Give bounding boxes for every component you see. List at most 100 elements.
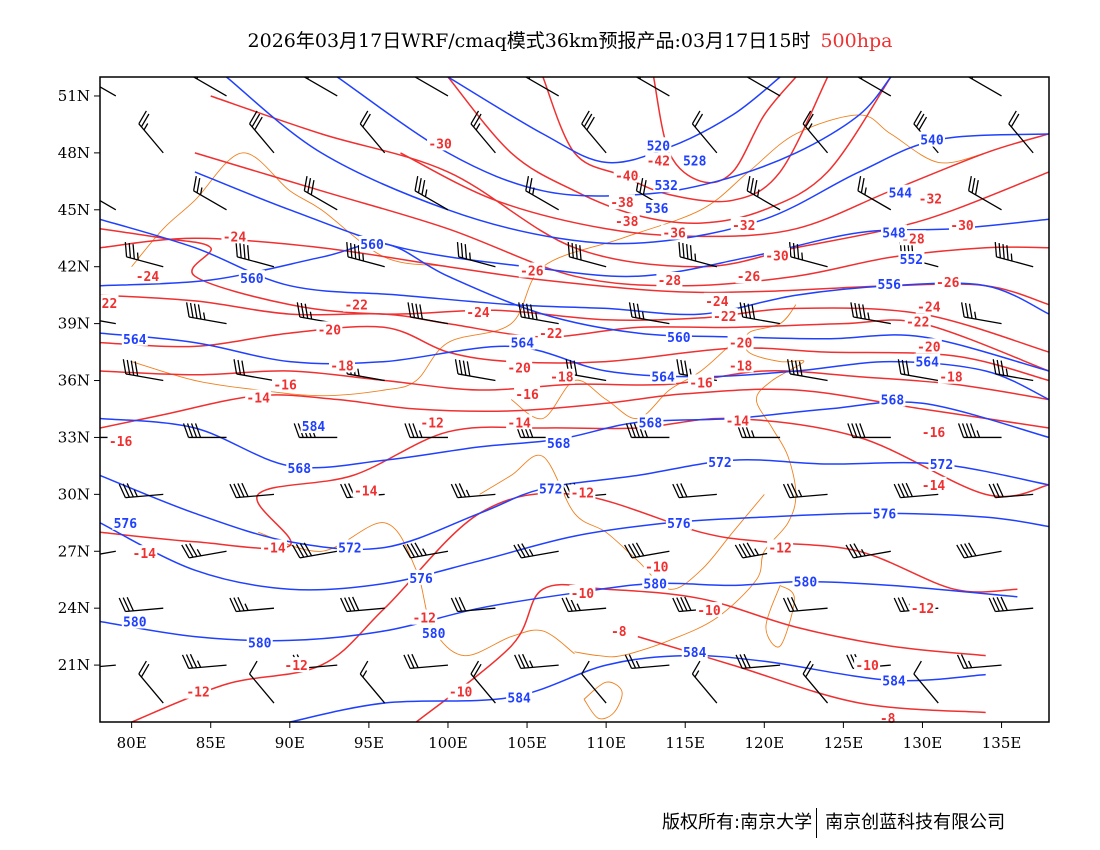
temperature-label: -16 [515,388,539,403]
wind-barb [857,176,892,211]
wind-barb [138,110,164,154]
contour-labels: -42-40-38-38-36-32-32-30-30-30-28-28-26-… [100,131,976,727]
wind-barb [235,242,275,268]
temperature-label-bg [937,368,964,384]
temperature-label-bg [727,357,754,373]
height-label-bg [642,575,669,591]
height-label-bg [665,328,692,344]
height-label: 560 [360,238,384,253]
height-label: 572 [930,458,953,473]
temperature-label-bg [411,609,438,625]
temperature-label: -36 [662,227,686,242]
height-label: 568 [288,462,312,477]
wind-barb [968,176,1002,211]
temperature-label: -12 [186,686,209,701]
temperature-label-bg [447,683,474,699]
wind-barb [992,359,1034,382]
wind-barb [514,653,559,670]
temperature-label-bg [711,308,738,324]
height-label-bg [408,569,435,585]
temperature-label-bg [569,484,596,500]
temperature-contour [542,77,829,203]
wind-barb [746,176,781,211]
temperature-label: -26 [737,270,761,285]
temperature-label: -28 [901,232,925,247]
copyright-right: 南京创蓝科技有限公司 [825,812,1006,833]
temperature-label: -10 [571,587,595,602]
wind-barb [450,483,496,499]
wind-barb [802,110,829,154]
temperature-label: -38 [615,215,639,230]
wind-barb [678,242,718,268]
height-label-bg [914,353,941,369]
lon-tick-label: 125E [824,734,864,752]
temperature-label-bg [569,585,596,600]
temperature-label: -12 [768,541,791,556]
wind-barb [567,242,607,268]
height-label: 576 [873,507,897,522]
temperature-label-bg [656,271,683,287]
height-label-bg [880,224,907,240]
temperature-label: -26 [520,265,544,280]
lat-tick-label: 21N [58,656,90,674]
wind-barb [960,302,1002,325]
temperature-label: -20 [507,361,531,376]
temperature-label: -12 [911,602,934,617]
temperature-label-bg [949,216,976,232]
temperature-label: -26 [936,276,960,291]
temperature-label: -22 [344,299,367,314]
temperature-label-bg [548,368,575,384]
wind-barb [787,359,828,382]
temperature-contours [100,77,1049,722]
height-label: 560 [240,272,264,287]
temperature-label-bg [506,359,533,375]
height-label: 568 [547,437,571,452]
temperature-label: -22 [713,310,736,325]
height-label-bg [879,391,906,407]
wind-barb [802,660,829,704]
temperature-label: -14 [354,485,378,500]
temperature-label-bg [283,657,310,673]
temperature-label: -14 [922,479,946,494]
height-label: 552 [900,253,923,268]
height-contour [289,654,986,722]
boundary-line [765,585,795,648]
temperature-label-bg [645,152,672,168]
wind-barb [513,543,559,559]
wind-barb [525,77,560,97]
temperature-label-bg [185,683,212,699]
plot-frame [99,76,1050,723]
pressure-level: 500hpa [820,30,893,52]
wind-barb [340,596,385,613]
wind-barb [229,482,275,499]
height-label: 528 [683,154,707,169]
wind-barb [636,77,670,97]
height-label-bg [509,334,536,350]
height-label: 548 [882,227,906,242]
temperature-label: -22 [906,316,929,331]
height-label: 584 [302,420,326,435]
temperature-label-bg [272,376,299,392]
temperature-label: -24 [705,295,729,310]
lat-tick-label: 27N [58,542,90,560]
wind-barb [857,77,892,97]
wind-barb [248,110,275,154]
title-main: 2026年03月17日WRF/cmaq模式36km预报产品:03月17日15时 [247,30,811,52]
wind-barb [100,320,116,325]
boundary-line [131,114,986,397]
temperature-label: -14 [262,541,286,556]
height-label-bg [871,505,898,521]
height-label-bg [506,689,533,705]
height-label: 580 [422,627,446,642]
temperature-contour [100,370,1049,401]
lat-tick-label: 48N [58,144,90,162]
temperature-label-bg [613,213,640,229]
height-label: 564 [651,371,675,386]
height-label-bg [300,418,327,434]
height-label: 520 [647,139,671,154]
lat-tick-label: 33N [58,428,90,446]
height-label-bg [420,624,447,640]
height-contour [226,77,1049,245]
temperature-label-bg [763,247,790,263]
